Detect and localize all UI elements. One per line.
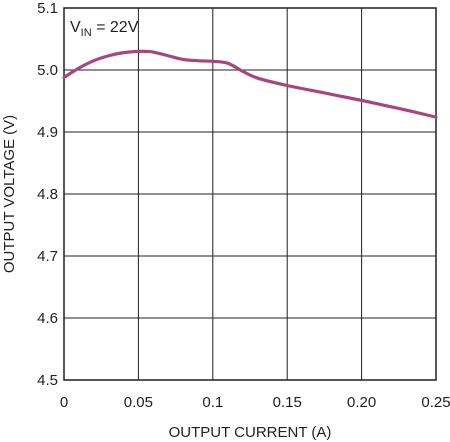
y-tick-label: 4.6 xyxy=(37,310,58,327)
x-tick-label: 0.15 xyxy=(273,394,302,411)
vin-annotation: VIN = 22V xyxy=(70,19,139,39)
vin-annotation-main: V xyxy=(70,19,81,36)
y-tick-label: 4.5 xyxy=(37,372,58,389)
y-tick-labels: 4.5 4.6 4.7 4.8 4.9 5.0 5.1 xyxy=(37,0,58,389)
plot-frame xyxy=(63,7,437,381)
x-tick-label: 0.25 xyxy=(421,394,450,411)
y-tick-label: 4.9 xyxy=(37,124,58,141)
vin-annotation-sub: IN xyxy=(81,27,92,39)
y-tick-label: 4.7 xyxy=(37,248,58,265)
vin-annotation-value: = 22V xyxy=(92,19,139,36)
x-tick-label: 0.05 xyxy=(124,394,153,411)
y-tick-label: 4.8 xyxy=(37,186,58,203)
x-tick-label: 0.1 xyxy=(202,394,223,411)
y-tick-label: 5.0 xyxy=(37,62,58,79)
x-tick-label: 0.20 xyxy=(347,394,376,411)
x-tick-labels: 0 0.05 0.1 0.15 0.20 0.25 xyxy=(60,394,450,411)
y-axis-label: OUTPUT VOLTAGE (V) xyxy=(1,115,18,273)
series-layer xyxy=(62,49,438,119)
series-line xyxy=(62,49,438,119)
x-tick-label: 0 xyxy=(60,394,68,411)
grid xyxy=(63,7,437,381)
x-axis-label: OUTPUT CURRENT (A) xyxy=(169,424,332,441)
y-tick-label: 5.1 xyxy=(37,0,58,17)
